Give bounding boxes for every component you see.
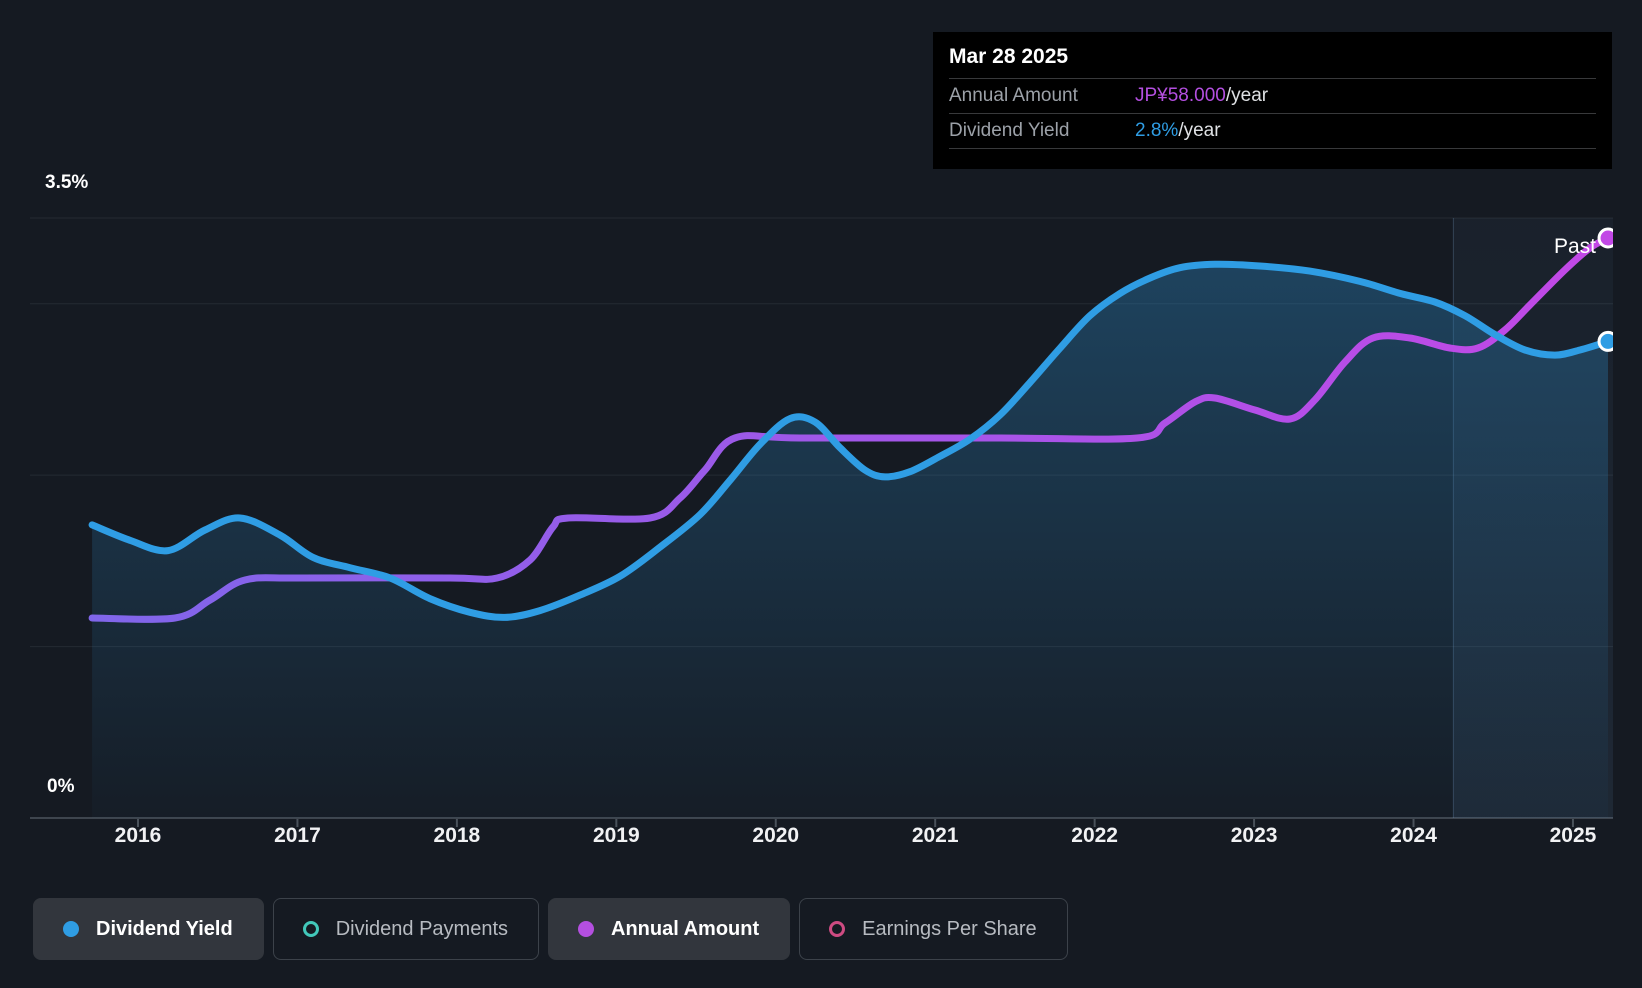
legend-marker-icon xyxy=(829,921,846,937)
legend-button-dividend-payments[interactable]: Dividend Payments xyxy=(272,898,540,960)
annual-amount-end-dot xyxy=(1597,227,1613,249)
dividend-yield-line xyxy=(88,260,1612,621)
dividend-yield-end-dot xyxy=(1597,330,1613,352)
tooltip-suffix: /year xyxy=(1225,85,1269,106)
chart-legend: Dividend Yield Dividend Payments Annual … xyxy=(33,898,1068,960)
x-axis-year-label: 2023 xyxy=(1231,824,1278,847)
legend-marker-icon xyxy=(63,921,79,937)
x-axis-year-label: 2016 xyxy=(115,824,162,847)
x-axis-year-label: 2022 xyxy=(1071,824,1118,847)
tooltip-divider xyxy=(949,148,1596,149)
x-axis-year-label: 2018 xyxy=(434,824,481,847)
legend-label: Dividend Payments xyxy=(335,917,509,940)
tooltip-date: Mar 28 2025 xyxy=(949,45,1069,68)
tooltip-value-dividend-yield: 2.8% xyxy=(1135,120,1179,141)
legend-marker-icon xyxy=(302,921,319,937)
tooltip-row-annual-amount: Annual Amount JP¥58.000/year xyxy=(933,79,1612,113)
x-axis-year-label: 2021 xyxy=(912,824,959,847)
y-axis-max-label: 3.5% xyxy=(45,172,89,193)
legend-marker-icon xyxy=(578,921,595,937)
tooltip-row-dividend-yield: Dividend Yield 2.8%/year xyxy=(933,114,1612,148)
y-axis-min-label: 0% xyxy=(47,776,75,797)
dividend-yield-area xyxy=(92,264,1609,819)
legend-button-annual-amount[interactable]: Annual Amount xyxy=(548,898,791,960)
tooltip-divider xyxy=(949,78,1596,79)
legend-label: Dividend Yield xyxy=(96,917,233,940)
tooltip-divider xyxy=(949,113,1596,114)
x-axis-year-label: 2025 xyxy=(1550,824,1597,847)
legend-label: Annual Amount xyxy=(611,917,760,940)
legend-button-earnings-per-share[interactable]: Earnings Per Share xyxy=(799,898,1068,960)
tooltip-suffix: /year xyxy=(1178,120,1221,141)
tooltip-label: Annual Amount xyxy=(949,85,1078,106)
x-axis-year-label: 2019 xyxy=(593,824,640,847)
x-axis-year-label: 2024 xyxy=(1390,824,1437,847)
x-axis-year-label: 2020 xyxy=(752,824,799,847)
tooltip-label: Dividend Yield xyxy=(949,120,1070,141)
annual-amount-line xyxy=(88,234,1612,623)
tooltip-value-annual-amount: JP¥58.000 xyxy=(1135,85,1226,106)
legend-button-dividend-yield[interactable]: Dividend Yield xyxy=(33,898,264,960)
chart-tooltip: Mar 28 2025 Annual Amount JP¥58.000/year… xyxy=(933,32,1612,169)
legend-label: Earnings Per Share xyxy=(862,917,1037,940)
x-axis-year-label: 2017 xyxy=(274,824,321,847)
past-label: Past xyxy=(1554,235,1596,258)
